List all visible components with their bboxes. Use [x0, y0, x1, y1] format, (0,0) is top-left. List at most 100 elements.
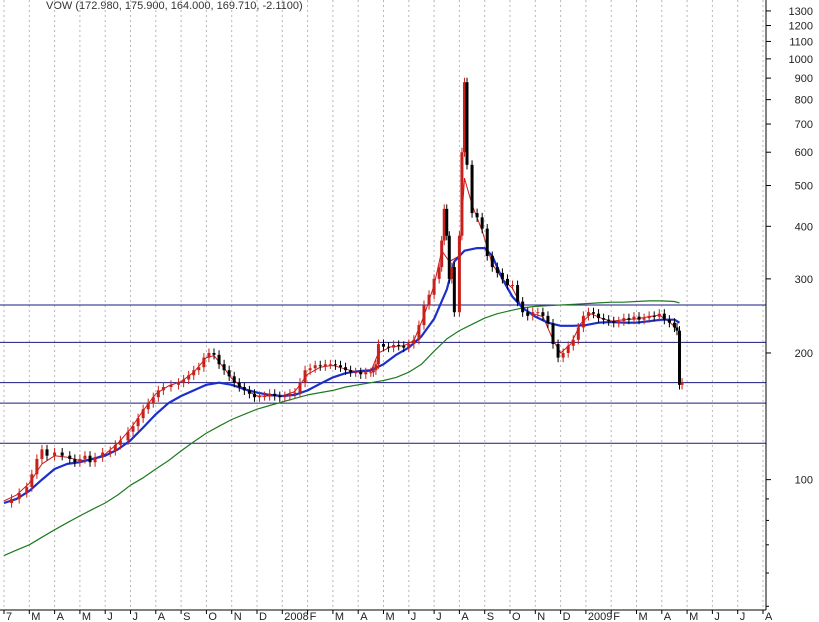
y-tick-label: 800: [795, 95, 813, 107]
candle-body: [323, 364, 327, 367]
candle-body: [637, 316, 641, 320]
candle-body: [526, 312, 530, 316]
candle-body: [422, 305, 426, 326]
y-tick-label: 500: [795, 181, 813, 193]
candle-body: [632, 316, 636, 320]
candle-body: [141, 409, 145, 419]
y-tick-label: 300: [795, 274, 813, 286]
candle-body: [612, 321, 616, 323]
candle-body: [60, 452, 64, 456]
candle-body: [500, 272, 504, 279]
candle-body: [642, 318, 646, 320]
candle-body: [156, 390, 160, 398]
y-tick-label: 600: [795, 147, 813, 159]
candle-body: [407, 344, 411, 348]
candle-body: [359, 372, 363, 375]
y-tick-label: 700: [795, 119, 813, 131]
candle-body: [197, 367, 201, 371]
candle-body: [556, 344, 560, 358]
candle-body: [371, 370, 375, 373]
ticker-line: VOW (172.980, 175.900, 164.000, 169.710,…: [46, 0, 303, 12]
candle-body: [101, 452, 105, 458]
candle-body: [546, 315, 550, 324]
x-tick-label: F: [613, 611, 620, 622]
x-tick-label: O: [512, 611, 521, 622]
ma-fast-line: [3, 247, 681, 505]
candle-body: [268, 393, 272, 397]
candle-body: [349, 370, 353, 373]
candle-body: [369, 372, 373, 374]
candle-body: [354, 372, 358, 374]
candle-body: [192, 370, 196, 376]
candle-body: [344, 367, 348, 371]
y-tick-label: 1000: [789, 54, 813, 66]
candle-body: [308, 368, 312, 371]
x-tick-label: M: [639, 611, 648, 622]
x-tick-label: 2009: [588, 611, 612, 622]
candle-body: [432, 278, 436, 295]
candle-body: [293, 392, 297, 394]
candle-body: [237, 382, 241, 388]
candle-body: [470, 164, 474, 214]
candle-body: [83, 455, 87, 459]
candle-body: [485, 228, 489, 257]
x-tick-label: O: [208, 611, 217, 622]
candle-body: [136, 418, 140, 427]
candle-body: [53, 452, 57, 456]
candle-body: [263, 396, 267, 398]
x-tick-label: D: [259, 611, 267, 622]
candle-body: [73, 458, 77, 463]
x-tick-label: N: [234, 611, 242, 622]
candle-body: [627, 318, 631, 320]
candle-body: [667, 319, 671, 323]
x-axis-ticks: 7 M A M J J A S O N D 2008 F M A M J J A S O N D 2009 F M A M J J A: [3, 610, 773, 622]
candle-body: [445, 208, 449, 236]
candle-body: [576, 327, 580, 340]
candle-body: [662, 313, 666, 320]
candle-body: [622, 318, 626, 322]
ma-slow-line: [3, 300, 680, 557]
candle-body: [328, 364, 332, 366]
candle-body: [278, 396, 282, 398]
y-tick-label: 1300: [789, 6, 813, 18]
x-tick-label: M: [31, 611, 40, 622]
candle-body: [212, 352, 216, 355]
candle-body: [333, 364, 337, 366]
candle-body: [382, 344, 385, 347]
y-tick-label: 1100: [789, 36, 813, 48]
candle-body: [258, 396, 262, 398]
candle-body: [288, 393, 292, 397]
y-tick-label: 400: [795, 221, 813, 233]
candle-body: [252, 393, 256, 398]
x-tick-label: M: [386, 611, 395, 622]
x-tick-label: 7: [6, 611, 12, 622]
candle-body: [45, 449, 49, 456]
candle-body: [452, 267, 456, 313]
x-tick-label: F: [310, 611, 317, 622]
y-tick-label: 900: [795, 73, 813, 85]
candle-body: [108, 450, 112, 453]
candle-body: [450, 267, 454, 279]
candle-body: [68, 455, 72, 459]
candle-body: [505, 278, 509, 286]
candle-body: [25, 487, 29, 493]
candle-body: [516, 285, 520, 302]
candle-body: [182, 379, 186, 383]
candle-body: [397, 344, 401, 346]
candle-body: [531, 312, 535, 316]
candle-body: [460, 152, 464, 236]
candle-body: [283, 396, 287, 398]
candle-body: [364, 372, 368, 375]
candle-body: [222, 364, 226, 371]
x-tick-label: M: [689, 611, 698, 622]
candle-body: [490, 256, 494, 268]
candle-body: [597, 313, 601, 319]
candle-body: [113, 444, 117, 451]
candle-body: [511, 285, 515, 287]
candle-body: [602, 318, 606, 320]
candle-body: [247, 390, 251, 394]
candle-body: [581, 315, 585, 328]
candle-body: [242, 387, 246, 391]
x-tick-label: A: [360, 611, 368, 622]
candle-body: [657, 313, 661, 317]
